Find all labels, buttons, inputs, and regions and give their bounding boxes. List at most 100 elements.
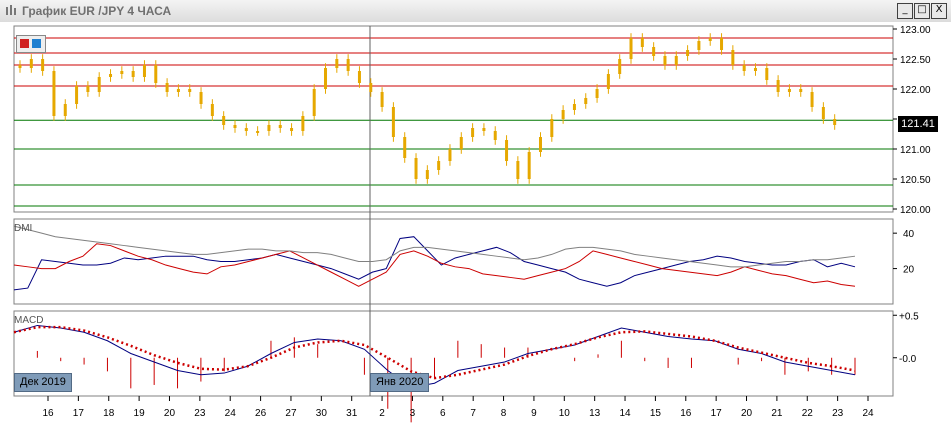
minimize-button[interactable]: _ — [897, 3, 913, 19]
candle-body — [63, 104, 67, 116]
time-axis-label: 23 — [194, 408, 206, 419]
time-axis-label: 3 — [410, 408, 416, 419]
time-axis-label: 6 — [440, 408, 446, 419]
candle-body — [516, 161, 520, 179]
current-price-tag: 121.41 — [898, 116, 938, 132]
candle-body — [142, 65, 146, 77]
candle-body — [674, 56, 678, 65]
candle-body — [606, 74, 610, 89]
time-axis-label: 18 — [103, 408, 115, 419]
candle-body — [52, 71, 56, 116]
candle-body — [414, 158, 418, 179]
price-axis-label: 122.50 — [900, 55, 931, 66]
dmi-series-line — [13, 225, 856, 268]
candle-body — [776, 80, 780, 92]
candle-body — [109, 74, 113, 77]
dmi-axis-label: 20 — [903, 265, 915, 276]
window-title: График EUR /JPY 4 ЧАСА — [22, 4, 172, 18]
candle-body — [595, 89, 599, 98]
time-axis-label: 10 — [559, 408, 571, 419]
price-axis-label: 120.50 — [900, 175, 931, 186]
candle-body — [154, 65, 158, 83]
candle-body — [720, 38, 724, 50]
candle-body — [663, 56, 667, 65]
candle-body — [708, 38, 712, 41]
time-axis-label: 30 — [316, 408, 328, 419]
price-axis-label: 123.00 — [900, 25, 931, 36]
candle-body — [459, 137, 463, 149]
candle-body — [753, 68, 757, 71]
candle-body — [120, 71, 124, 74]
candle-body — [787, 89, 791, 92]
candle-body — [335, 59, 339, 68]
time-axis-label: 17 — [73, 408, 85, 419]
candle-body — [731, 50, 735, 65]
candle-body — [697, 41, 701, 50]
candle-body — [75, 86, 79, 104]
candle-body — [425, 170, 429, 179]
candle-body — [391, 107, 395, 137]
macd-label: MACD — [14, 315, 44, 326]
macd-signal-line — [13, 325, 856, 380]
date-tag-dec-2019: Дек 2019 — [14, 373, 72, 392]
candle-body — [629, 38, 633, 59]
chart-app-icon — [6, 5, 16, 15]
time-axis-label: 27 — [285, 408, 297, 419]
candle-body — [493, 131, 497, 140]
macd-line — [13, 324, 856, 389]
chart-canvas[interactable]: 123.00122.50122.00121.50121.00120.50120.… — [0, 22, 951, 426]
candle-body — [550, 119, 554, 137]
candle-body — [176, 89, 180, 92]
time-axis-label: 8 — [501, 408, 507, 419]
time-axis-label: 19 — [134, 408, 146, 419]
color-toggle-button[interactable] — [16, 35, 46, 53]
macd-axis-label: +0.5 — [899, 311, 919, 322]
candle-body — [165, 83, 169, 92]
candle-body — [97, 77, 101, 92]
candle-body — [810, 92, 814, 107]
candle-body — [821, 107, 825, 119]
time-axis-label: 16 — [680, 408, 692, 419]
time-axis-label: 20 — [741, 408, 753, 419]
candle-body — [618, 59, 622, 74]
candle-body — [324, 68, 328, 89]
time-axis-label: 24 — [225, 408, 237, 419]
candle-body — [403, 137, 407, 158]
candle-body — [572, 104, 576, 110]
candle-body — [471, 128, 475, 137]
time-axis-label: 26 — [255, 408, 267, 419]
chart-area[interactable]: 123.00122.50122.00121.50121.00120.50120.… — [0, 22, 951, 426]
time-axis-label: 21 — [771, 408, 783, 419]
candle-body — [188, 89, 192, 92]
time-axis-label: 13 — [589, 408, 601, 419]
candle-body — [448, 149, 452, 161]
candle-body — [131, 71, 135, 77]
candle-body — [199, 92, 203, 104]
time-axis-label: 23 — [832, 408, 844, 419]
candle-body — [584, 98, 588, 104]
candle-body — [538, 137, 542, 152]
candle-body — [301, 116, 305, 131]
candle-body — [29, 59, 33, 68]
candle-body — [380, 92, 384, 107]
close-button[interactable]: X — [931, 3, 947, 19]
candle-body — [437, 161, 441, 170]
candle-body — [267, 125, 271, 131]
red-square-icon — [20, 39, 29, 48]
time-axis-label: 24 — [862, 408, 874, 419]
time-axis-label: 17 — [711, 408, 723, 419]
dmi-axis-label: 40 — [903, 229, 915, 240]
price-axis-label: 120.00 — [900, 205, 931, 216]
candle-body — [357, 71, 361, 83]
candle-body — [505, 140, 509, 161]
candle-body — [765, 68, 769, 80]
time-axis-label: 7 — [470, 408, 476, 419]
panel-frame — [13, 218, 894, 305]
maximize-button[interactable]: □ — [914, 3, 930, 19]
dmi-series-line — [13, 243, 856, 287]
candle-body — [527, 152, 531, 179]
candle-body — [346, 59, 350, 71]
time-axis-label: 16 — [42, 408, 54, 419]
candle-body — [233, 125, 237, 128]
dmi-series-line — [13, 236, 856, 291]
